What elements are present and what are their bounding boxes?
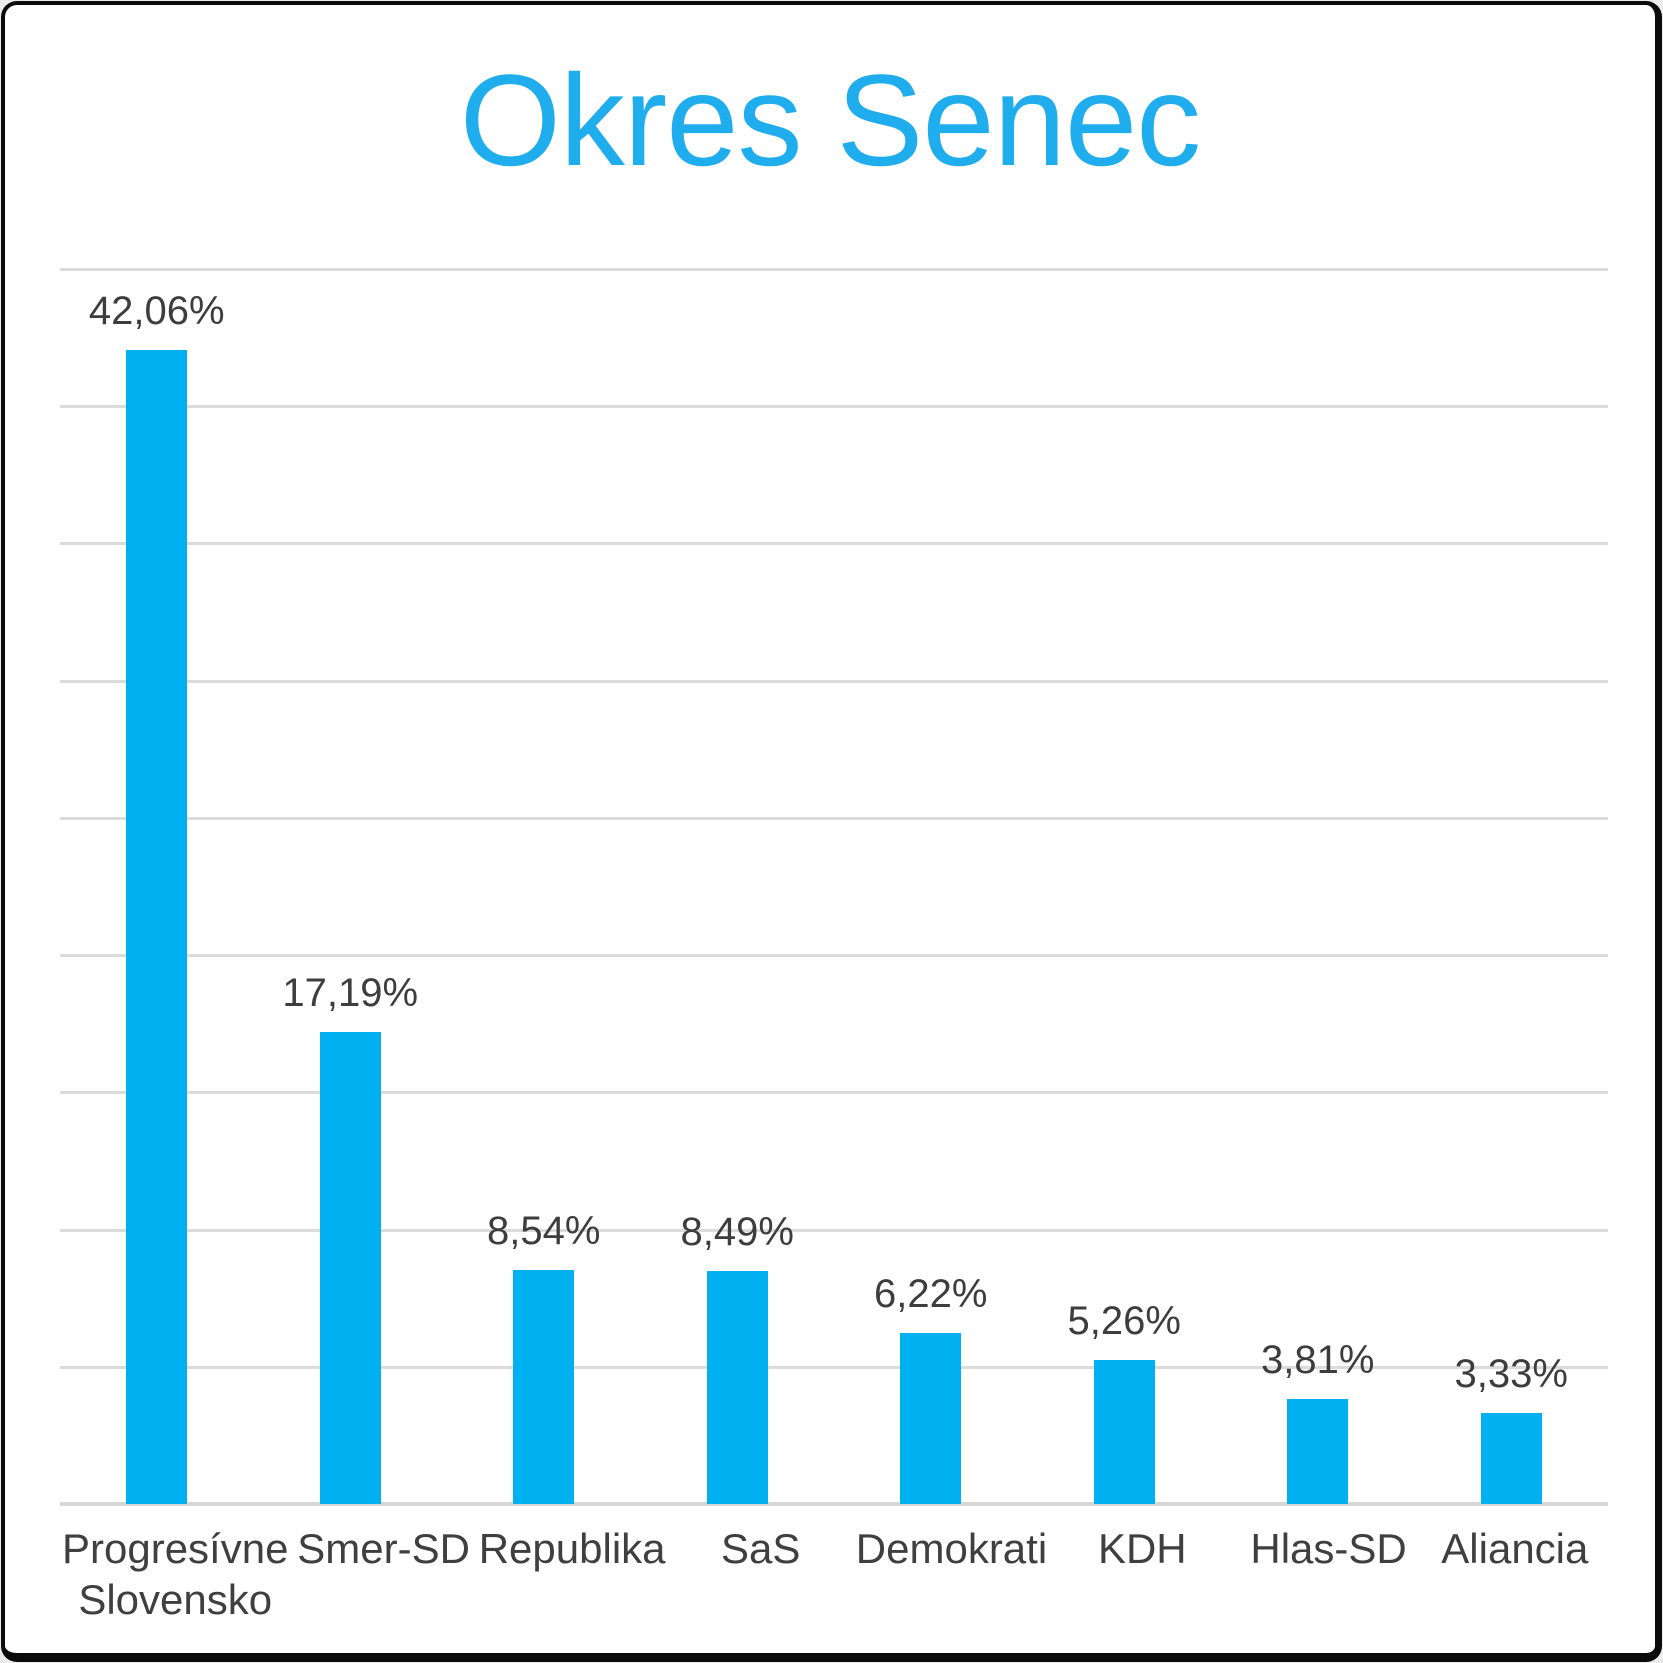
- bar-slot: 3,81%: [1221, 269, 1415, 1504]
- bar-slot: 8,54%: [447, 269, 641, 1504]
- gridline: [60, 1091, 1608, 1095]
- category-label: Republika: [478, 1525, 666, 1572]
- gridline: [60, 542, 1608, 546]
- bar: [513, 1269, 575, 1504]
- bar: [1093, 1359, 1155, 1504]
- bar-value-label: 42,06%: [88, 288, 225, 333]
- gridline: [60, 1365, 1608, 1369]
- category-label: Aliancia: [1441, 1525, 1589, 1572]
- bar-slot: 5,26%: [1028, 269, 1222, 1504]
- bar-value-label: 8,49%: [680, 1210, 794, 1254]
- bar-slot: 6,22%: [834, 269, 1028, 1504]
- bar: [126, 349, 188, 1504]
- gridline: [60, 405, 1608, 409]
- category-label: KDH: [1097, 1525, 1187, 1572]
- category-label: Smer-SD: [297, 1525, 470, 1572]
- bar-value-label: 5,26%: [1067, 1298, 1181, 1343]
- bar: [900, 1333, 962, 1504]
- category-label: Hlas-SD: [1250, 1525, 1407, 1572]
- bar-value-label: 3,33%: [1454, 1351, 1568, 1396]
- category-label: SaS: [720, 1525, 801, 1572]
- category-axis: Progresívne Slovensko Smer-SD Republika SaS…: [60, 1523, 1608, 1625]
- category-label: Progresívne Slovensko: [62, 1525, 289, 1624]
- bar-slot: 3,33%: [1415, 269, 1609, 1504]
- bar-slot: 8,49%: [641, 269, 835, 1504]
- bar: [706, 1271, 768, 1504]
- category-label: Demokrati: [855, 1525, 1048, 1572]
- bars-layer: 42,06% 17,19% 8,54% 8,49% 6,22% 5,26% 3,81% 3,3…: [60, 269, 1608, 1504]
- bar: [1480, 1412, 1542, 1504]
- bar-value-label: 8,54%: [487, 1208, 601, 1253]
- gridline: [60, 816, 1608, 820]
- bar-slot: 17,19%: [254, 269, 448, 1504]
- bar-value-label: 3,81%: [1261, 1338, 1375, 1383]
- gridline: [60, 679, 1608, 683]
- bar: [1287, 1399, 1349, 1504]
- chart-title: Okres Senec: [459, 47, 1201, 193]
- bar-value-label: 6,22%: [874, 1272, 988, 1317]
- gridline: [60, 268, 1608, 271]
- gridline: [60, 1228, 1608, 1232]
- x-axis-line: [60, 1502, 1608, 1506]
- gridline: [60, 954, 1608, 958]
- bar-value-label: 17,19%: [282, 971, 419, 1016]
- bar-slot: 42,06%: [60, 269, 254, 1504]
- bar: [319, 1032, 381, 1504]
- plot-area: 42,06% 17,19% 8,54% 8,49% 6,22% 5,26% 3,81% 3,3…: [60, 268, 1608, 1506]
